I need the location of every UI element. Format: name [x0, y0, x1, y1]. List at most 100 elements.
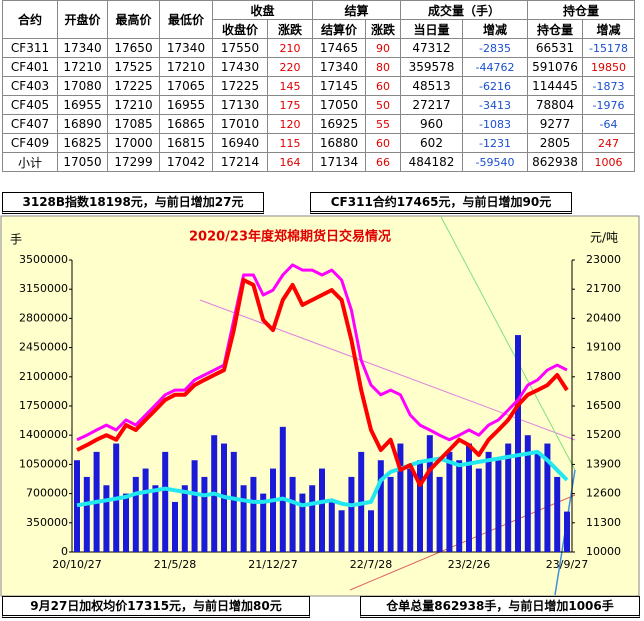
x-tick-label: 20/10/27: [52, 558, 101, 571]
x-tick-label: 21/12/27: [248, 558, 297, 571]
y-tick-label: 2800000: [19, 311, 68, 324]
y-tick-label: 1050000: [19, 457, 68, 470]
y2-tick-label: 16500: [586, 399, 621, 412]
trend-line: [439, 215, 576, 471]
header-cell: 最高价: [107, 0, 160, 39]
header-cell: 合约: [2, 0, 58, 39]
value-cell: 55: [365, 114, 401, 134]
volume-bar: [426, 435, 433, 552]
volume-bar: [524, 435, 531, 552]
header-cell: 收盘价: [212, 19, 268, 39]
contract-cell: CF409: [2, 133, 58, 153]
header-cell: 成交量（手）: [400, 0, 528, 20]
value-cell: 17210: [107, 95, 160, 115]
header-cell: 增减: [462, 19, 528, 39]
volume-bar: [132, 476, 139, 552]
value-cell: 16955: [159, 95, 213, 115]
value-cell: 16825: [57, 133, 108, 153]
value-cell: 9277: [527, 114, 583, 134]
y-tick-label: 1750000: [19, 399, 68, 412]
header-cell: 结算价: [312, 19, 366, 39]
value-cell: 2805: [527, 133, 583, 153]
volume-bar: [83, 476, 90, 552]
value-cell: 16955: [57, 95, 108, 115]
value-cell: 247: [582, 133, 635, 153]
contract-cell: CF405: [2, 95, 58, 115]
value-cell: 17085: [107, 114, 160, 134]
contract-cell: CF407: [2, 114, 58, 134]
table-row: CF405 16955 17210 16955 17130 175 17050 50 27217…: [2, 95, 635, 115]
volume-bar: [142, 468, 149, 552]
volume-bar: [564, 511, 570, 552]
value-cell: 17525: [107, 57, 160, 77]
value-cell: 164: [267, 152, 313, 172]
value-cell: 17080: [57, 76, 108, 96]
volume-bar: [446, 451, 453, 552]
volume-bar: [377, 460, 384, 552]
volume-bar: [191, 460, 198, 552]
table-row: CF409 16825 17000 16815 16940 115 16880 60 602 -1…: [2, 133, 635, 153]
volume-bar: [515, 335, 521, 552]
contract-cell: CF311: [2, 38, 58, 58]
contract-cell: CF401: [2, 57, 58, 77]
y2-tick-label: 20400: [586, 311, 621, 324]
value-cell: 16880: [312, 133, 366, 153]
volume-bar: [74, 460, 80, 552]
chart-title: 2020/23年度郑棉期货日交易情况: [189, 229, 391, 245]
value-cell: 17134: [312, 152, 366, 172]
volume-bar: [240, 485, 247, 552]
x-tick-label: 21/5/28: [154, 558, 196, 571]
volume-bar: [230, 451, 237, 552]
value-cell: 17550: [212, 38, 268, 58]
volume-bar: [505, 443, 512, 552]
volume-bar: [201, 476, 208, 552]
volume-bar: [485, 451, 492, 552]
value-cell: 47312: [400, 38, 463, 58]
y2-axis-label: 元/吨: [590, 231, 618, 245]
value-cell: 48513: [400, 76, 463, 96]
value-cell: 1006: [582, 152, 635, 172]
volume-bar: [172, 501, 178, 552]
value-cell: 17065: [159, 76, 213, 96]
value-cell: 60: [365, 133, 401, 153]
volume-bar: [250, 476, 257, 552]
y2-tick-label: 10000: [586, 545, 621, 558]
volume-bar: [181, 485, 188, 552]
value-cell: 17340: [57, 38, 108, 58]
value-cell: -2835: [462, 38, 528, 58]
y2-tick-label: 19100: [586, 341, 621, 354]
y2-tick-label: 21700: [586, 282, 621, 295]
value-cell: -59540: [462, 152, 528, 172]
table-row: CF407 16890 17085 16865 17010 120 16925 55 960 -1…: [2, 114, 635, 134]
value-cell: 17650: [107, 38, 160, 58]
volume-bar: [387, 476, 394, 552]
volume-bar: [534, 451, 541, 552]
volume-bar: [152, 485, 159, 552]
volume-bar: [279, 426, 286, 552]
y-tick-label: 700000: [26, 487, 68, 500]
y2-tick-label: 17800: [586, 370, 621, 383]
volume-bar: [319, 468, 325, 552]
value-cell: 17210: [57, 57, 108, 77]
volume-bar: [417, 460, 423, 552]
y-tick-label: 1400000: [19, 428, 68, 441]
header-cell: 持仓量: [527, 19, 583, 39]
y2-tick-label: 15200: [586, 428, 621, 441]
value-cell: 17010: [212, 114, 268, 134]
value-cell: 66531: [527, 38, 583, 58]
value-cell: 210: [267, 38, 313, 58]
table-row: 小计 17050 17299 17042 17214 164 17134 66 484182 -5…: [2, 152, 635, 172]
y-tick-label: 2450000: [19, 341, 68, 354]
header-cell: 当日量: [400, 19, 463, 39]
value-cell: 17430: [212, 57, 268, 77]
value-cell: -1873: [582, 76, 635, 96]
value-cell: 17340: [312, 57, 366, 77]
value-cell: 591076: [527, 57, 583, 77]
value-cell: 16865: [159, 114, 213, 134]
header-cell: 最低价: [159, 0, 213, 39]
value-cell: 16940: [212, 133, 268, 153]
volume-bar: [436, 476, 443, 552]
volume-bar: [475, 468, 482, 552]
volume-bar: [407, 468, 414, 552]
table-row: 合约 开盘价 最高价 最低价 收盘 结算 成交量（手） 持仓量: [2, 0, 635, 39]
